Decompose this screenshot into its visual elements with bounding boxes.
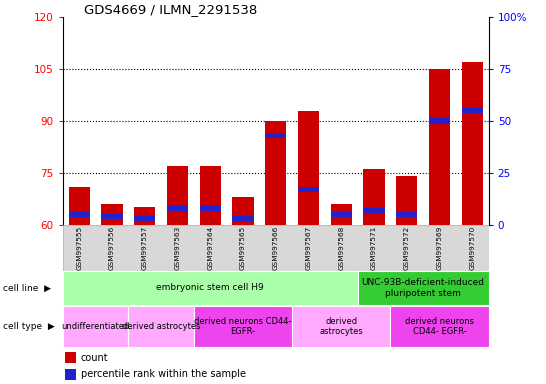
Text: UNC-93B-deficient-induced
pluripotent stem: UNC-93B-deficient-induced pluripotent st…: [361, 278, 485, 298]
Bar: [200, 205, 221, 211]
Text: GSM997571: GSM997571: [371, 226, 377, 270]
Bar: [128, 306, 194, 347]
Text: GDS4669 / ILMN_2291538: GDS4669 / ILMN_2291538: [84, 3, 257, 16]
Bar: [66, 352, 75, 363]
Bar: [134, 207, 156, 225]
Bar: [331, 204, 352, 225]
Text: GSM997556: GSM997556: [109, 226, 115, 270]
Bar: [292, 306, 390, 347]
Bar: [462, 108, 483, 113]
Bar: [134, 216, 156, 221]
Bar: [194, 306, 292, 347]
Text: derived
astrocytes: derived astrocytes: [319, 317, 363, 336]
Text: embryonic stem cell H9: embryonic stem cell H9: [156, 283, 264, 293]
Text: GSM997555: GSM997555: [76, 226, 82, 270]
Bar: [265, 121, 286, 225]
Bar: [396, 212, 418, 217]
Bar: [429, 69, 450, 225]
Bar: [364, 169, 385, 225]
Text: percentile rank within the sample: percentile rank within the sample: [81, 369, 246, 379]
Bar: [390, 306, 489, 347]
Bar: [396, 176, 418, 225]
Bar: [364, 207, 385, 213]
Text: cell type  ▶: cell type ▶: [3, 322, 55, 331]
Text: GSM997568: GSM997568: [339, 226, 344, 270]
Bar: [102, 214, 122, 219]
Bar: [232, 216, 253, 221]
Text: count: count: [81, 353, 108, 363]
Bar: [232, 197, 253, 225]
Bar: [66, 369, 75, 380]
Text: GSM997569: GSM997569: [437, 226, 442, 270]
Text: GSM997570: GSM997570: [470, 226, 475, 270]
Bar: [298, 111, 319, 225]
Text: GSM997564: GSM997564: [207, 226, 213, 270]
Text: GSM997572: GSM997572: [404, 226, 410, 270]
Bar: [462, 62, 483, 225]
Bar: [200, 166, 221, 225]
Text: GSM997565: GSM997565: [240, 226, 246, 270]
Bar: [298, 187, 319, 192]
Text: undifferentiated: undifferentiated: [61, 322, 130, 331]
Text: derived neurons CD44-
EGFR-: derived neurons CD44- EGFR-: [194, 317, 292, 336]
Bar: [429, 118, 450, 124]
Text: derived astrocytes: derived astrocytes: [122, 322, 200, 331]
Bar: [167, 205, 188, 211]
Bar: [102, 204, 122, 225]
Text: GSM997563: GSM997563: [175, 226, 180, 270]
Text: cell line  ▶: cell line ▶: [3, 283, 51, 293]
Bar: [63, 306, 128, 347]
Text: GSM997557: GSM997557: [142, 226, 147, 270]
Bar: [265, 133, 286, 138]
Bar: [69, 187, 90, 225]
Bar: [358, 271, 489, 305]
Bar: [63, 271, 358, 305]
Text: GSM997566: GSM997566: [273, 226, 278, 270]
Text: derived neurons
CD44- EGFR-: derived neurons CD44- EGFR-: [405, 317, 474, 336]
Bar: [331, 212, 352, 217]
Text: GSM997567: GSM997567: [306, 226, 311, 270]
Bar: [167, 166, 188, 225]
Bar: [69, 212, 90, 217]
